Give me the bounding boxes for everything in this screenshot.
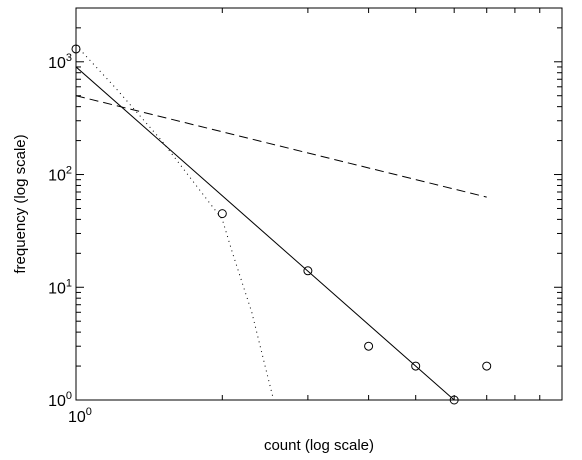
y-tick-label: 103	[48, 52, 72, 72]
data-point	[303, 266, 313, 276]
y-tick-label: 100	[48, 390, 72, 410]
plot-border	[75, 7, 563, 401]
plot-frame	[75, 7, 563, 401]
x-axis-ticks: 100	[68, 8, 563, 426]
series-lines	[76, 44, 487, 400]
series-points	[71, 44, 492, 405]
data-point	[411, 361, 421, 371]
y-axis-ticks: 100 101 102 103	[48, 7, 562, 410]
y-axis-label: frequency (log scale)	[12, 134, 29, 273]
data-point	[482, 361, 492, 371]
y-tick-label: 101	[48, 277, 72, 297]
x-axis-label: count (log scale)	[264, 437, 374, 454]
data-point	[71, 44, 81, 54]
series-line-dashed	[76, 95, 487, 198]
data-point	[364, 341, 374, 351]
x-tick-label: 100	[68, 406, 92, 426]
series-line-dotted	[76, 44, 275, 400]
y-tick-label: 102	[48, 165, 72, 185]
data-point	[449, 395, 459, 405]
series-line-solid	[76, 66, 455, 400]
data-point	[217, 209, 227, 219]
